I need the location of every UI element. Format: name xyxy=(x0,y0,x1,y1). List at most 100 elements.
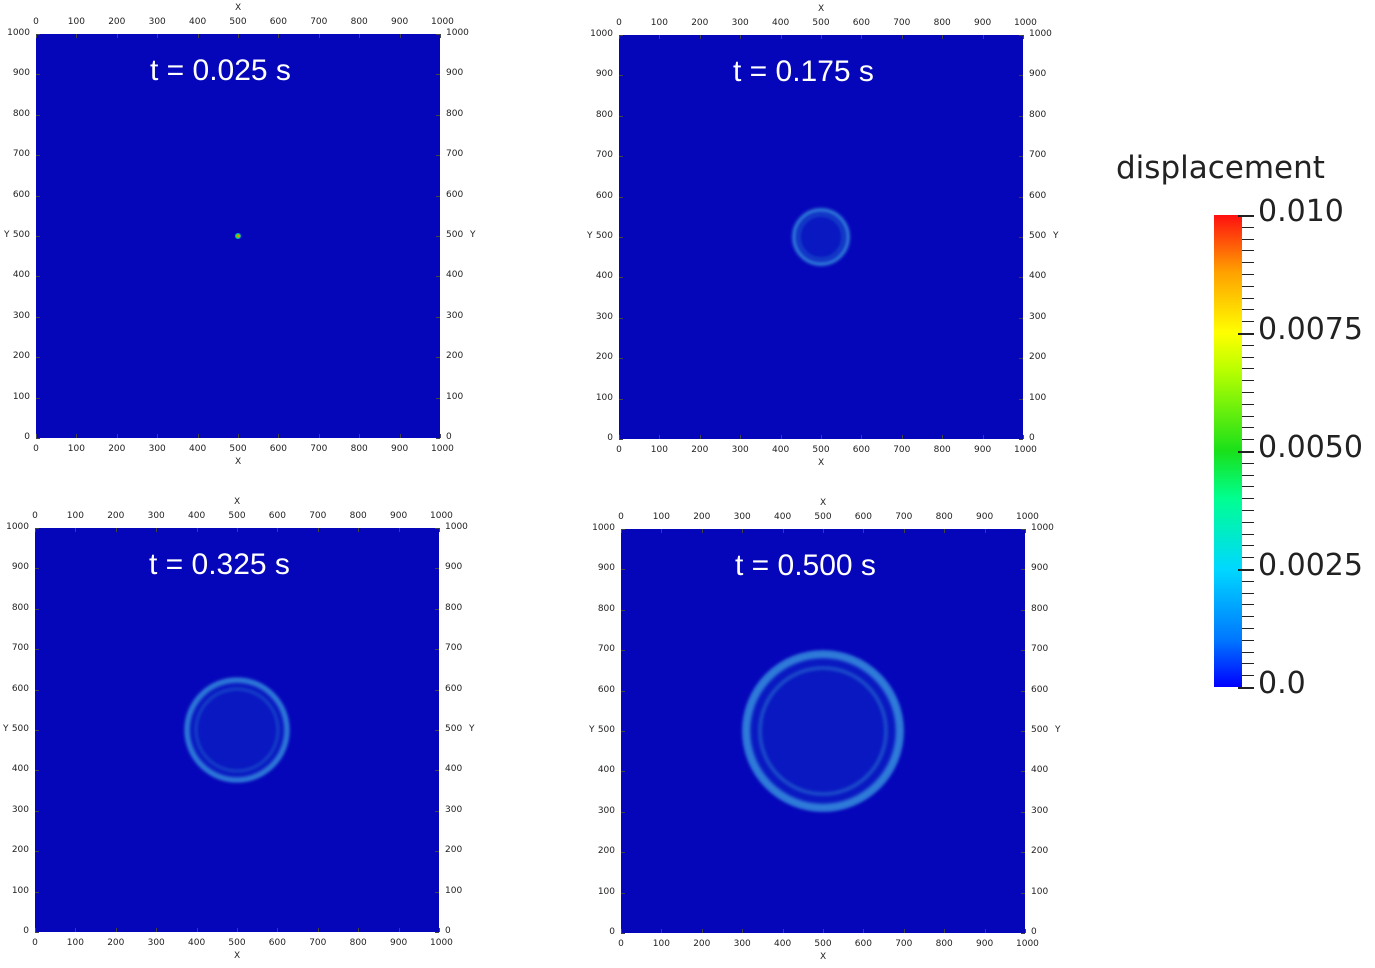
x-tick-mark xyxy=(278,34,280,38)
x-tick-mark xyxy=(942,35,944,39)
y-tick-mark xyxy=(35,851,39,853)
x-tick-mark xyxy=(359,34,361,38)
x-tick-mark xyxy=(278,434,280,438)
y-axis-label-right: Y xyxy=(1053,231,1059,241)
wave-ring-outer xyxy=(742,650,904,812)
colorbar-minor-tick xyxy=(1242,238,1254,240)
field-svg xyxy=(792,208,850,266)
x-tick-label-bottom: 0 xyxy=(32,938,38,948)
y-tick-mark xyxy=(435,810,439,812)
x-tick-label-top: 300 xyxy=(731,18,749,28)
x-tick-label-top: 400 xyxy=(188,511,206,521)
y-tick-mark xyxy=(619,398,623,400)
y-tick-mark xyxy=(1021,731,1025,732)
y-tick-label-left: 100 xyxy=(597,886,615,897)
x-tick-label-bottom: 300 xyxy=(148,444,166,454)
colorbar-minor-tick xyxy=(1242,663,1254,665)
y-tick-label-left: 600 xyxy=(12,189,30,200)
x-tick-label-top: 600 xyxy=(269,17,287,27)
y-tick-mark xyxy=(35,649,39,651)
x-tick-label-top: 300 xyxy=(147,511,165,521)
wave-ring-inner xyxy=(797,213,845,261)
y-tick-mark xyxy=(621,852,625,854)
y-tick-label-right: 800 xyxy=(445,602,463,613)
colorbar-major-tick xyxy=(1238,333,1254,335)
field-svg xyxy=(234,232,242,240)
y-tick-label-left: 200 xyxy=(595,352,613,363)
colorbar-minor-tick xyxy=(1242,309,1254,311)
wave-disk xyxy=(184,677,290,783)
colorbar-minor-tick xyxy=(1242,616,1254,618)
plot-area xyxy=(36,34,440,438)
colorbar-minor-tick xyxy=(1242,439,1254,441)
colorbar-major-tick xyxy=(1238,687,1254,689)
x-tick-mark xyxy=(780,435,782,439)
y-tick-mark xyxy=(435,932,439,933)
colorbar-minor-tick xyxy=(1242,510,1254,511)
colorbar-label-0050: 0.0050 xyxy=(1258,430,1363,465)
x-tick-mark xyxy=(157,434,159,438)
time-label: t = 0.500 s xyxy=(735,549,876,582)
x-tick-mark xyxy=(277,928,279,932)
x-tick-mark xyxy=(661,529,663,533)
y-tick-mark xyxy=(1019,115,1023,117)
x-tick-label-bottom: 900 xyxy=(974,445,992,455)
y-tick-label-right: 400 xyxy=(446,270,464,281)
x-tick-label-top: 500 xyxy=(812,18,830,28)
y-tick-label-left: 200 xyxy=(597,846,615,857)
x-tick-mark xyxy=(621,529,622,533)
y-tick-mark xyxy=(435,851,439,853)
x-tick-mark xyxy=(196,928,198,932)
x-tick-label-bottom: 100 xyxy=(66,938,84,948)
y-tick-mark xyxy=(1021,609,1025,611)
wave-disk xyxy=(742,650,904,812)
y-tick-label-left: 100 xyxy=(12,391,30,402)
x-tick-mark xyxy=(237,528,238,532)
y-tick-label-left: 200 xyxy=(12,351,30,362)
x-tick-mark xyxy=(821,435,822,439)
y-tick-mark xyxy=(436,397,440,399)
y-tick-mark xyxy=(621,529,625,530)
colorbar-legend: displacement 0.010 0.0075 0.0050 0.0025 … xyxy=(1110,150,1370,710)
y-tick-label-left: 1000 xyxy=(7,28,30,38)
y-tick-label-left: 500 xyxy=(12,230,30,240)
x-tick-mark xyxy=(439,528,440,532)
x-tick-mark xyxy=(742,929,744,933)
y-tick-mark xyxy=(436,316,440,318)
y-tick-mark xyxy=(435,689,439,691)
x-tick-label-bottom: 100 xyxy=(652,939,670,949)
y-tick-label-right: 500 xyxy=(1029,231,1047,241)
y-tick-mark xyxy=(1021,771,1025,773)
x-tick-label-bottom: 0 xyxy=(618,939,624,949)
x-tick-mark xyxy=(116,434,118,438)
x-tick-label-bottom: 1000 xyxy=(1016,939,1039,949)
y-axis-label-right: Y xyxy=(1055,725,1061,735)
x-tick-label-bottom: 700 xyxy=(309,938,327,948)
y-tick-mark xyxy=(35,810,39,812)
x-tick-mark xyxy=(277,528,279,532)
x-tick-label-top: 900 xyxy=(974,18,992,28)
y-tick-mark xyxy=(35,689,39,691)
x-tick-mark xyxy=(659,35,661,39)
x-tick-mark xyxy=(619,35,620,39)
y-tick-mark xyxy=(1019,237,1023,238)
y-tick-mark xyxy=(36,195,40,197)
field-svg xyxy=(742,650,904,812)
x-tick-mark xyxy=(782,529,784,533)
y-tick-mark xyxy=(35,891,39,893)
y-tick-label-left: 600 xyxy=(595,190,613,201)
y-tick-label-right: 400 xyxy=(445,764,463,775)
y-tick-label-right: 700 xyxy=(1029,150,1047,161)
y-tick-label-right: 700 xyxy=(446,149,464,160)
y-tick-label-right: 400 xyxy=(1029,271,1047,282)
field-svg xyxy=(184,677,290,783)
y-tick-label-left: 700 xyxy=(597,644,615,655)
y-tick-mark xyxy=(435,528,439,529)
x-tick-label-bottom: 500 xyxy=(229,444,247,454)
y-tick-label-right: 0 xyxy=(446,432,452,442)
y-tick-label-left: 1000 xyxy=(592,523,615,533)
plot-area xyxy=(619,35,1023,439)
y-tick-label-right: 100 xyxy=(1031,886,1049,897)
x-tick-mark xyxy=(317,528,319,532)
x-tick-label-bottom: 900 xyxy=(390,938,408,948)
